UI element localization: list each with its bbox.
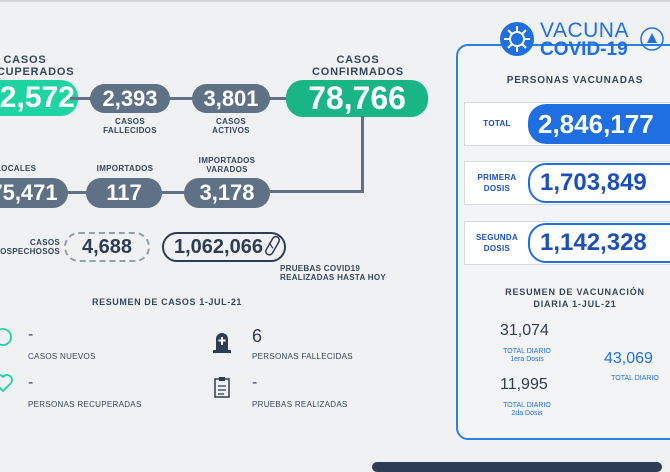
resumen-title: RESUMEN DE CASOS 1-JUL-21 [92,297,243,307]
activos-pill: 3,801 [192,84,270,113]
varados-pill: 3,178 [184,178,270,208]
total-label: TOTAL [483,119,511,128]
sospechosos-label: CASOS SOSPECHOSOS [0,238,60,256]
virus-icon [0,328,12,346]
connector [361,116,364,192]
segunda-dosis-pill: 1,142,328 [528,223,670,263]
total-diario-label: TOTAL DIARIO [611,375,659,382]
fallecidos-label: CASOS FALLECIDOS [103,117,157,135]
connector [70,97,94,100]
government-seal-icon [640,27,664,51]
pruebas-realizadas-label: PRUEBAS REALIZADAS [252,400,348,409]
dosis2-value: 11,995 [500,376,548,393]
bottom-bar [372,462,662,472]
heart-icon [0,374,13,393]
importados-label: IMPORTADOS [96,164,154,173]
total-diario-value: 43,069 [604,350,653,367]
dosis1-label: TOTAL DIARIO 1era Dosis [503,348,551,363]
importados-pill: 117 [86,178,162,208]
personas-fallecidas-value: 6 [252,326,263,346]
confirmados-pill: 78,766 [286,80,428,117]
logo-covid: COVID-19 [540,39,628,60]
personas-fallecidas-label: PERSONAS FALLECIDAS [252,352,353,361]
logo-vacuna: VACUNA [540,19,629,42]
varados-label: IMPORTADOS VARADOS [198,156,256,174]
connector [160,191,186,194]
confirmados-label: CASOS CONFIRMADOS [312,54,404,78]
pruebas-pill: 1,062,066 [162,232,286,262]
locales-pill: 75,471 [0,178,68,208]
locales-label: LOCALES [0,164,37,173]
personas-vacunadas-title: PERSONAS VACUNADAS [506,75,644,86]
pruebas-label: PRUEBAS COVID19 REALIZADAS HASTA HOY [280,264,386,282]
fallecidos-pill: 2,393 [90,84,170,113]
tombstone-icon [213,333,231,353]
resumen-vacunacion-title: RESUMEN DE VACUNACIÓN DIARIA 1-JUL-21 [505,287,645,309]
total-vacunados-pill: 2,846,177 [528,104,670,144]
connector [168,97,194,100]
connector [66,191,88,194]
dosis1-value: 31,074 [500,322,549,339]
top-divider [0,0,670,2]
test-tube-icon [265,235,281,256]
segunda-label: SEGUNDA DOSIS [475,233,519,253]
casos-nuevos-value: - [28,326,34,343]
connector [268,97,290,100]
primera-label: PRIMERA DOSIS [477,173,517,193]
personas-recuperadas-value: - [28,374,34,391]
dosis2-label: TOTAL DIARIO 2da Dosis [503,402,551,417]
clipboard-icon [214,377,230,398]
recuperados-pill: 72,572 [0,80,78,116]
primera-dosis-pill: 1,703,849 [528,163,670,203]
casos-nuevos-label: CASOS NUEVOS [28,352,96,361]
vaccine-logo-icon [500,22,534,56]
connector [268,190,364,193]
personas-recuperadas-label: PERSONAS RECUPERADAS [28,400,142,409]
activos-label: CASOS ACTIVOS [212,117,250,135]
pruebas-realizadas-value: - [252,374,258,391]
sospechosos-pill: 4,688 [64,232,150,262]
recuperados-label: CASOSRECUPERADOS [0,54,75,78]
